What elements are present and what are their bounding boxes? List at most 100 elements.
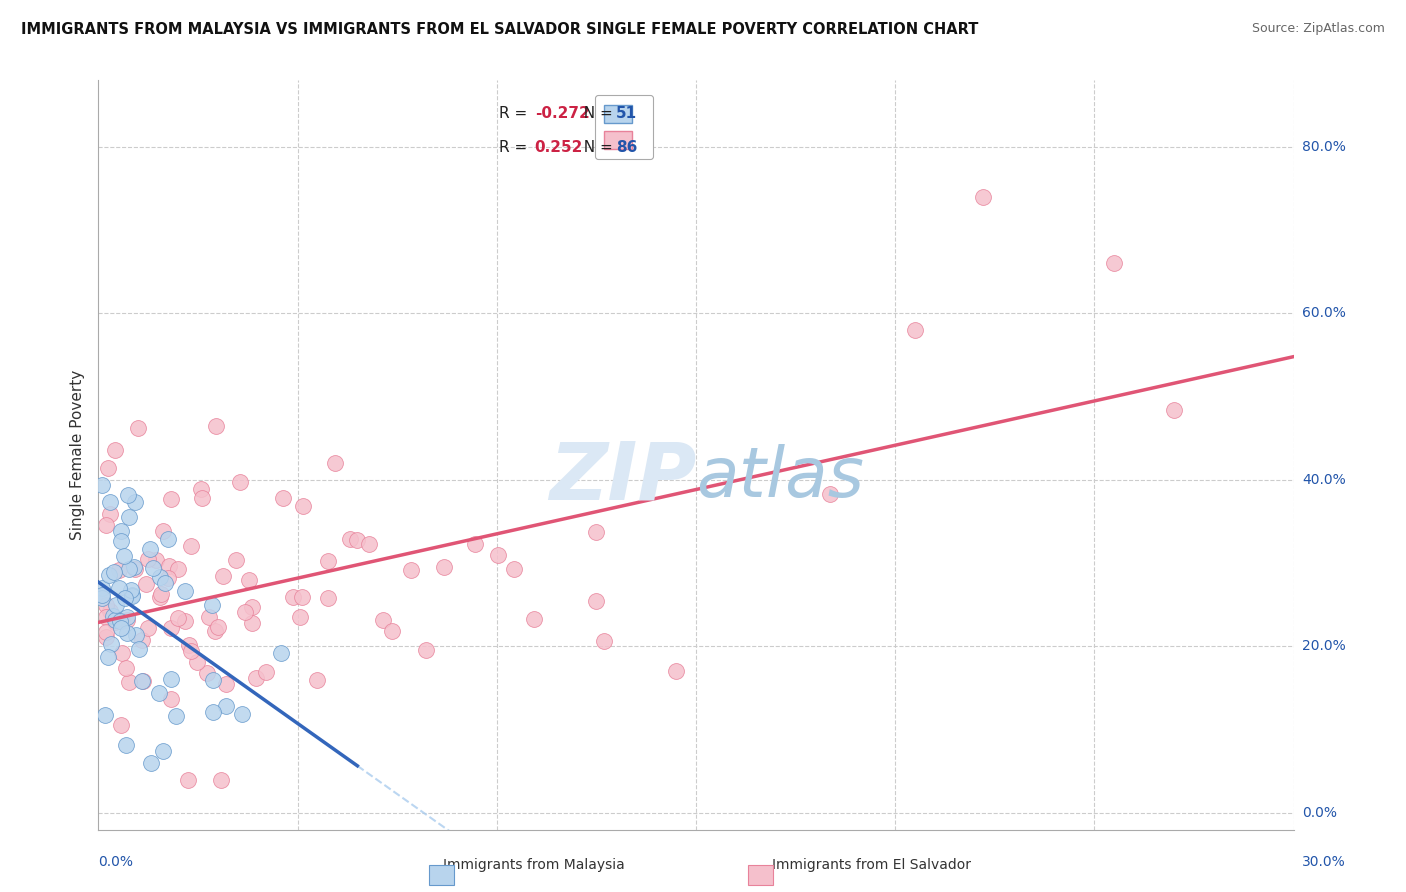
Point xyxy=(381,624,404,638)
Point xyxy=(98,568,121,582)
Point xyxy=(229,475,252,490)
Point xyxy=(180,540,202,554)
Text: 0.0%: 0.0% xyxy=(98,855,134,869)
Point xyxy=(173,614,195,628)
Point xyxy=(103,609,125,624)
Point xyxy=(115,609,138,624)
Point xyxy=(242,599,264,614)
Point xyxy=(136,620,159,634)
Point xyxy=(91,588,114,602)
Point xyxy=(121,589,143,603)
Point xyxy=(120,582,142,597)
Point xyxy=(174,583,197,598)
Point xyxy=(359,536,381,550)
Text: 40.0%: 40.0% xyxy=(1302,473,1346,487)
Point xyxy=(96,624,118,639)
Text: IMMIGRANTS FROM MALAYSIA VS IMMIGRANTS FROM EL SALVADOR SINGLE FEMALE POVERTY CO: IMMIGRANTS FROM MALAYSIA VS IMMIGRANTS F… xyxy=(21,22,979,37)
Point xyxy=(94,708,117,723)
Text: N =: N = xyxy=(574,140,617,155)
Point xyxy=(585,594,607,608)
Point xyxy=(141,756,163,771)
Point xyxy=(98,508,121,522)
Point xyxy=(157,532,180,546)
Point xyxy=(124,562,146,576)
Point xyxy=(665,664,688,678)
Point xyxy=(167,562,190,576)
Text: R =: R = xyxy=(499,106,531,121)
Point xyxy=(91,591,114,605)
Point xyxy=(148,686,170,700)
Point xyxy=(180,644,202,658)
Point xyxy=(104,615,127,629)
Point xyxy=(97,461,120,475)
Point xyxy=(486,548,509,562)
Point xyxy=(149,570,172,584)
Text: atlas: atlas xyxy=(696,444,863,511)
Point xyxy=(128,641,150,656)
Point xyxy=(1104,256,1126,270)
Point xyxy=(233,605,256,619)
Point xyxy=(152,744,174,758)
Text: 86: 86 xyxy=(616,140,637,155)
Point xyxy=(100,637,122,651)
Point xyxy=(108,614,131,628)
Point xyxy=(592,633,614,648)
Point xyxy=(191,491,214,505)
Point xyxy=(159,692,181,706)
Point xyxy=(177,638,200,652)
Point xyxy=(114,661,136,675)
Point xyxy=(1163,403,1185,417)
Point xyxy=(98,604,121,618)
Text: 60.0%: 60.0% xyxy=(1302,306,1346,320)
Point xyxy=(464,537,486,551)
Text: 80.0%: 80.0% xyxy=(1302,140,1346,154)
Point xyxy=(585,524,607,539)
Point xyxy=(105,598,128,612)
Point xyxy=(96,518,118,533)
Point xyxy=(159,672,181,686)
Point xyxy=(142,560,165,574)
Point xyxy=(904,323,927,337)
Point xyxy=(110,534,132,549)
Point xyxy=(212,568,235,582)
Point xyxy=(225,553,247,567)
Y-axis label: Single Female Poverty: Single Female Poverty xyxy=(69,370,84,540)
Point xyxy=(177,772,200,787)
Point xyxy=(415,643,437,657)
Point xyxy=(115,738,138,752)
Point xyxy=(104,443,127,458)
Point xyxy=(202,673,225,688)
Point xyxy=(160,620,183,634)
Point xyxy=(186,655,208,669)
Point xyxy=(215,699,238,714)
Point xyxy=(281,590,304,604)
Point xyxy=(138,542,160,557)
Point xyxy=(149,586,172,600)
Point xyxy=(818,487,841,501)
Point xyxy=(134,577,156,591)
Point xyxy=(121,588,143,602)
Point xyxy=(118,675,141,690)
Point xyxy=(96,599,118,613)
Point xyxy=(125,628,148,642)
Point xyxy=(96,609,118,624)
Point xyxy=(117,510,139,524)
Point xyxy=(204,624,226,639)
Point xyxy=(399,563,422,577)
Point xyxy=(131,632,153,647)
Point xyxy=(108,563,131,577)
Point xyxy=(205,419,228,434)
Point xyxy=(207,620,229,634)
Point xyxy=(316,591,339,605)
Point xyxy=(96,630,118,644)
Point xyxy=(316,554,339,568)
Point xyxy=(127,421,149,435)
Text: 0.252: 0.252 xyxy=(534,140,583,155)
Point xyxy=(523,612,546,626)
Point xyxy=(159,492,181,507)
Text: 20.0%: 20.0% xyxy=(1302,640,1346,654)
Point xyxy=(197,609,219,624)
Point xyxy=(254,665,277,680)
Point xyxy=(240,615,263,630)
Point xyxy=(153,575,176,590)
